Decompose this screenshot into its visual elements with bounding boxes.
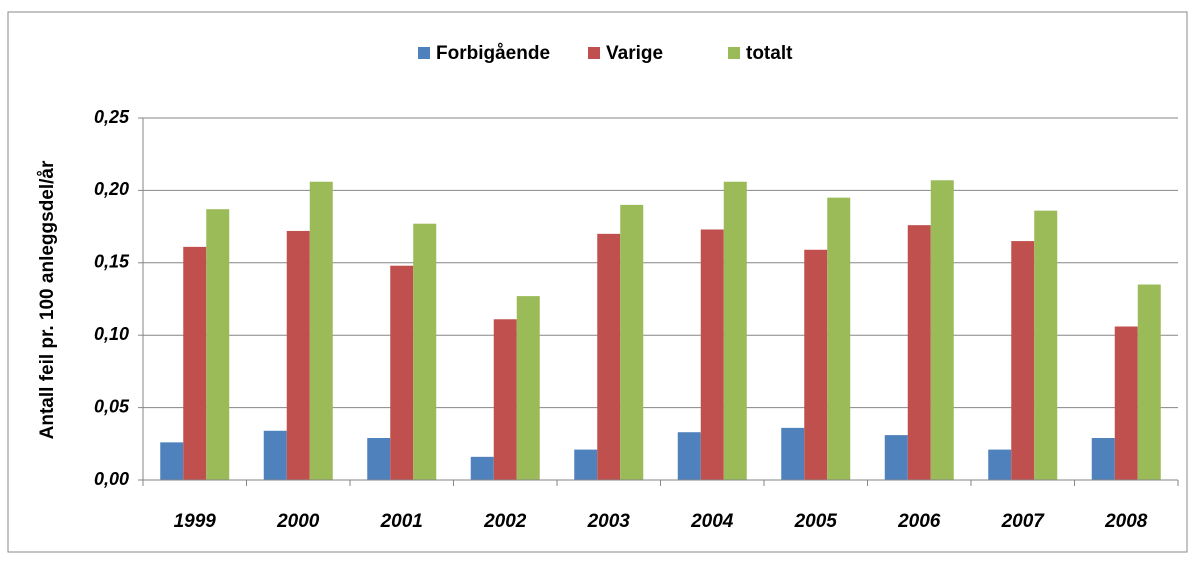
bar xyxy=(930,180,954,480)
bar xyxy=(1137,284,1161,480)
x-tick-label: 2005 xyxy=(794,511,838,532)
y-tick-label: 0,25 xyxy=(94,107,130,127)
bar xyxy=(907,225,931,480)
y-tick-label: 0,15 xyxy=(94,252,130,272)
bar xyxy=(1114,326,1138,480)
y-tick-label: 0,10 xyxy=(94,324,129,344)
bar xyxy=(827,197,851,480)
bar xyxy=(884,435,908,480)
bar xyxy=(677,432,701,480)
x-tick-label: 2004 xyxy=(690,511,734,532)
bar xyxy=(493,319,517,480)
x-tick-label: 2000 xyxy=(276,511,320,532)
y-tick-label: 0,20 xyxy=(94,179,129,199)
bar xyxy=(206,209,230,480)
x-tick-label: 2007 xyxy=(1001,511,1046,532)
bar xyxy=(723,181,747,480)
bar xyxy=(286,230,310,480)
bar xyxy=(309,181,333,480)
bar xyxy=(781,427,805,480)
x-tick-label: 2003 xyxy=(587,511,631,532)
bar xyxy=(367,438,391,480)
bar xyxy=(1034,210,1058,480)
bar xyxy=(597,233,621,480)
bar xyxy=(804,249,828,480)
y-axis-title: Antall feil pr. 100 anleggsdel/år xyxy=(37,160,58,439)
bar xyxy=(160,442,184,480)
bar xyxy=(470,456,494,480)
bar xyxy=(620,204,644,480)
bar xyxy=(516,296,540,480)
bar xyxy=(1091,438,1115,480)
legend-label: totalt xyxy=(746,43,793,64)
bar xyxy=(263,430,287,480)
bar xyxy=(988,449,1012,480)
legend-swatch xyxy=(418,47,430,59)
legend-swatch xyxy=(728,47,740,59)
bar xyxy=(413,223,437,481)
y-tick-label: 0,05 xyxy=(94,396,130,416)
bar xyxy=(574,449,598,480)
bar xyxy=(700,229,724,480)
bar xyxy=(1011,241,1035,480)
y-tick-label: 0,00 xyxy=(94,469,129,489)
legend-swatch xyxy=(588,47,600,59)
legend-label: Forbigående xyxy=(436,43,550,64)
legend-label: Varige xyxy=(606,43,663,64)
x-tick-label: 2008 xyxy=(1104,511,1148,532)
x-tick-label: 1999 xyxy=(174,511,217,532)
bar xyxy=(390,265,414,480)
x-tick-label: 2001 xyxy=(380,511,423,532)
bar xyxy=(183,246,207,480)
x-tick-label: 2006 xyxy=(897,511,941,532)
x-tick-label: 2002 xyxy=(483,511,527,532)
